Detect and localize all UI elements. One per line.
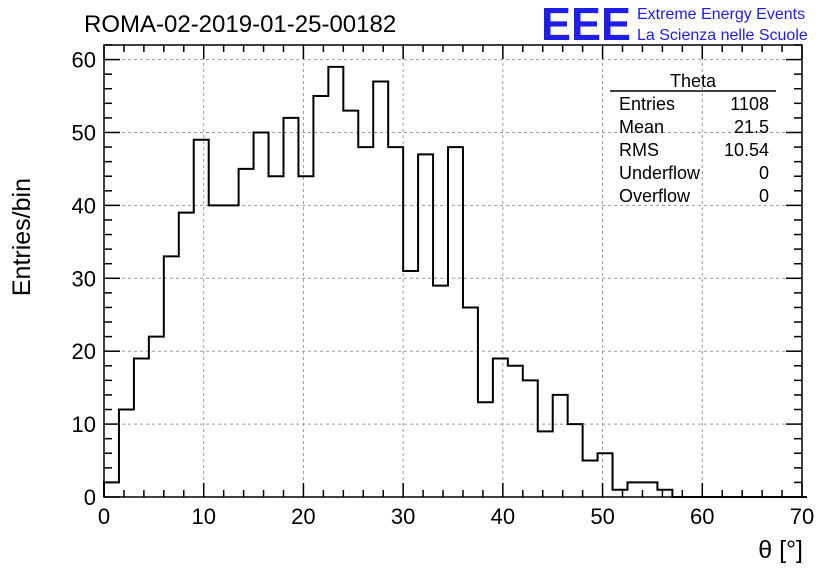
histogram-bin bbox=[254, 132, 269, 497]
stats-row-value: 1108 bbox=[730, 94, 769, 114]
y-tick-label: 60 bbox=[72, 48, 96, 73]
histogram-bin bbox=[493, 358, 508, 497]
histogram-bin bbox=[613, 490, 628, 497]
stats-row-value: 21.5 bbox=[734, 117, 769, 137]
y-tick-label: 30 bbox=[72, 266, 96, 291]
eee-logo-mark: EEE bbox=[541, 0, 631, 50]
y-tick-label: 10 bbox=[72, 412, 96, 437]
histogram-bin bbox=[628, 482, 643, 497]
y-tick-label: 20 bbox=[72, 339, 96, 364]
x-axis-label: θ [°] bbox=[758, 536, 803, 564]
x-tick-label: 40 bbox=[491, 504, 515, 529]
stats-rows: Entries 1108 Mean 21.5 RMS 10.54 Underflow 0 Ove… bbox=[619, 94, 769, 206]
histogram-bin bbox=[598, 453, 613, 497]
histogram-bin bbox=[373, 81, 388, 497]
histogram-bin bbox=[583, 461, 598, 497]
histogram-bin bbox=[194, 140, 209, 497]
stats-row-label: Entries bbox=[619, 94, 675, 114]
y-axis-ticks: 0 10 20 30 40 50 60 bbox=[72, 44, 802, 510]
x-axis-ticks: 0 10 20 30 40 50 60 70 bbox=[98, 45, 814, 529]
x-tick-label: 10 bbox=[191, 504, 215, 529]
y-axis-label: Entries/bin bbox=[8, 178, 36, 296]
y-tick-label: 0 bbox=[84, 485, 96, 510]
histogram-bin bbox=[134, 358, 149, 497]
y-tick-label: 50 bbox=[72, 120, 96, 145]
histogram-bin bbox=[119, 410, 134, 497]
stats-row-label: Mean bbox=[619, 117, 664, 137]
x-tick-label: 0 bbox=[98, 504, 110, 529]
histogram-bin bbox=[448, 147, 463, 497]
histogram-bin bbox=[433, 286, 448, 497]
histogram-bin bbox=[164, 256, 179, 497]
histogram-bin bbox=[239, 169, 254, 497]
stats-row-value: 10.54 bbox=[724, 140, 769, 160]
histogram-bin bbox=[523, 380, 538, 497]
histogram-bin bbox=[657, 490, 672, 497]
histogram-bin bbox=[403, 271, 418, 497]
stats-row-label: Underflow bbox=[619, 163, 701, 183]
eee-logo: EEE Extreme Energy Events La Scienza nel… bbox=[541, 0, 808, 50]
y-tick-label: 40 bbox=[72, 193, 96, 218]
x-tick-label: 60 bbox=[690, 504, 714, 529]
histogram-bin bbox=[343, 111, 358, 497]
histogram-bin bbox=[149, 337, 164, 497]
stats-row-label: Overflow bbox=[619, 186, 691, 206]
grid bbox=[104, 45, 802, 497]
histogram-bin bbox=[179, 213, 194, 497]
histogram-bin bbox=[298, 176, 313, 497]
stats-row-value: 0 bbox=[759, 186, 769, 206]
histogram-bin bbox=[328, 67, 343, 497]
plot-frame bbox=[103, 44, 803, 498]
histogram-bin bbox=[478, 402, 493, 497]
histogram-bin bbox=[269, 176, 284, 497]
histogram-bin bbox=[553, 395, 568, 497]
histogram-bin bbox=[538, 431, 553, 497]
stats-title: Theta bbox=[670, 71, 717, 91]
eee-logo-line1: Extreme Energy Events bbox=[637, 6, 805, 23]
histogram-bin bbox=[104, 482, 119, 497]
stats-row-value: 0 bbox=[759, 163, 769, 183]
x-tick-label: 50 bbox=[590, 504, 614, 529]
histogram-bin bbox=[388, 147, 403, 497]
histogram-bin bbox=[358, 147, 373, 497]
stats-box: Theta Entries 1108 Mean 21.5 RMS 10.54 Underfl… bbox=[610, 71, 776, 206]
histogram-bin bbox=[463, 307, 478, 497]
histogram-outline bbox=[103, 65, 807, 498]
x-tick-label: 30 bbox=[391, 504, 415, 529]
histogram-bin bbox=[642, 482, 657, 497]
histogram-bars bbox=[103, 65, 807, 498]
x-tick-label: 70 bbox=[790, 504, 814, 529]
histogram-bin bbox=[508, 366, 523, 497]
x-tick-label: 20 bbox=[291, 504, 315, 529]
stats-row-label: RMS bbox=[619, 140, 659, 160]
histogram-bin bbox=[283, 118, 298, 497]
chart-title: ROMA-02-2019-01-25-00182 bbox=[84, 11, 396, 38]
histogram-bin bbox=[568, 424, 583, 497]
histogram-bin bbox=[209, 205, 224, 497]
histogram-bin bbox=[313, 96, 328, 497]
eee-logo-line2: La Scienza nelle Scuole bbox=[637, 27, 808, 44]
